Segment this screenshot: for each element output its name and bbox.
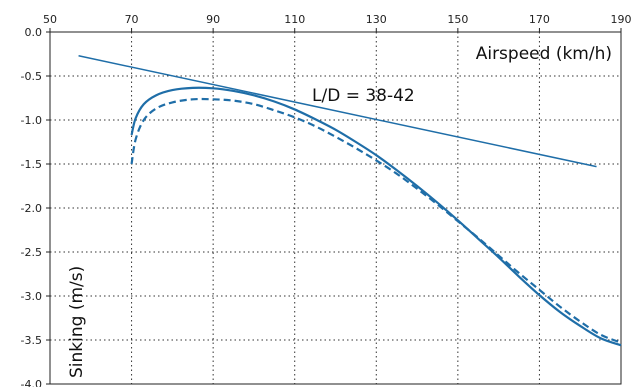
x-tick-label: 130 [366,13,387,26]
series-layer [78,55,622,347]
x-tick-label: 70 [125,13,139,26]
y-axis-title: Sinking (m/s) [67,266,87,378]
x-tick-label: 190 [611,13,631,26]
grid-layer [50,32,621,384]
y-tick-label: -1.0 [21,114,42,127]
solid-polar-line [130,86,622,347]
y-tick-label: -3.0 [21,290,42,303]
x-tick-label: 150 [447,13,468,26]
y-tick-label: -2.0 [21,202,42,215]
y-tick-label: -0.5 [21,70,42,83]
dashed-polar-line [130,97,622,344]
x-axis: 50 70 90 110 130 150 170 190 [43,13,631,32]
x-tick-label: 50 [43,13,57,26]
y-tick-label: -3.5 [21,334,42,347]
x-tick-label: 90 [206,13,220,26]
y-tick-label: -2.5 [21,246,42,259]
x-tick-label: 110 [284,13,305,26]
y-axis: 0.0 -0.5 -1.0 -1.5 -2.0 -2.5 -3.0 -3.5 -4.0 [21,26,50,387]
y-tick-label: -4.0 [21,378,42,387]
tangent-polar-line [78,55,597,168]
y-tick-label: 0.0 [25,26,43,39]
ld-ratio-annotation: L/D = 38-42 [312,86,415,106]
y-tick-label: -1.5 [21,158,42,171]
x-tick-label: 170 [529,13,550,26]
x-axis-title: Airspeed (km/h) [476,44,612,64]
